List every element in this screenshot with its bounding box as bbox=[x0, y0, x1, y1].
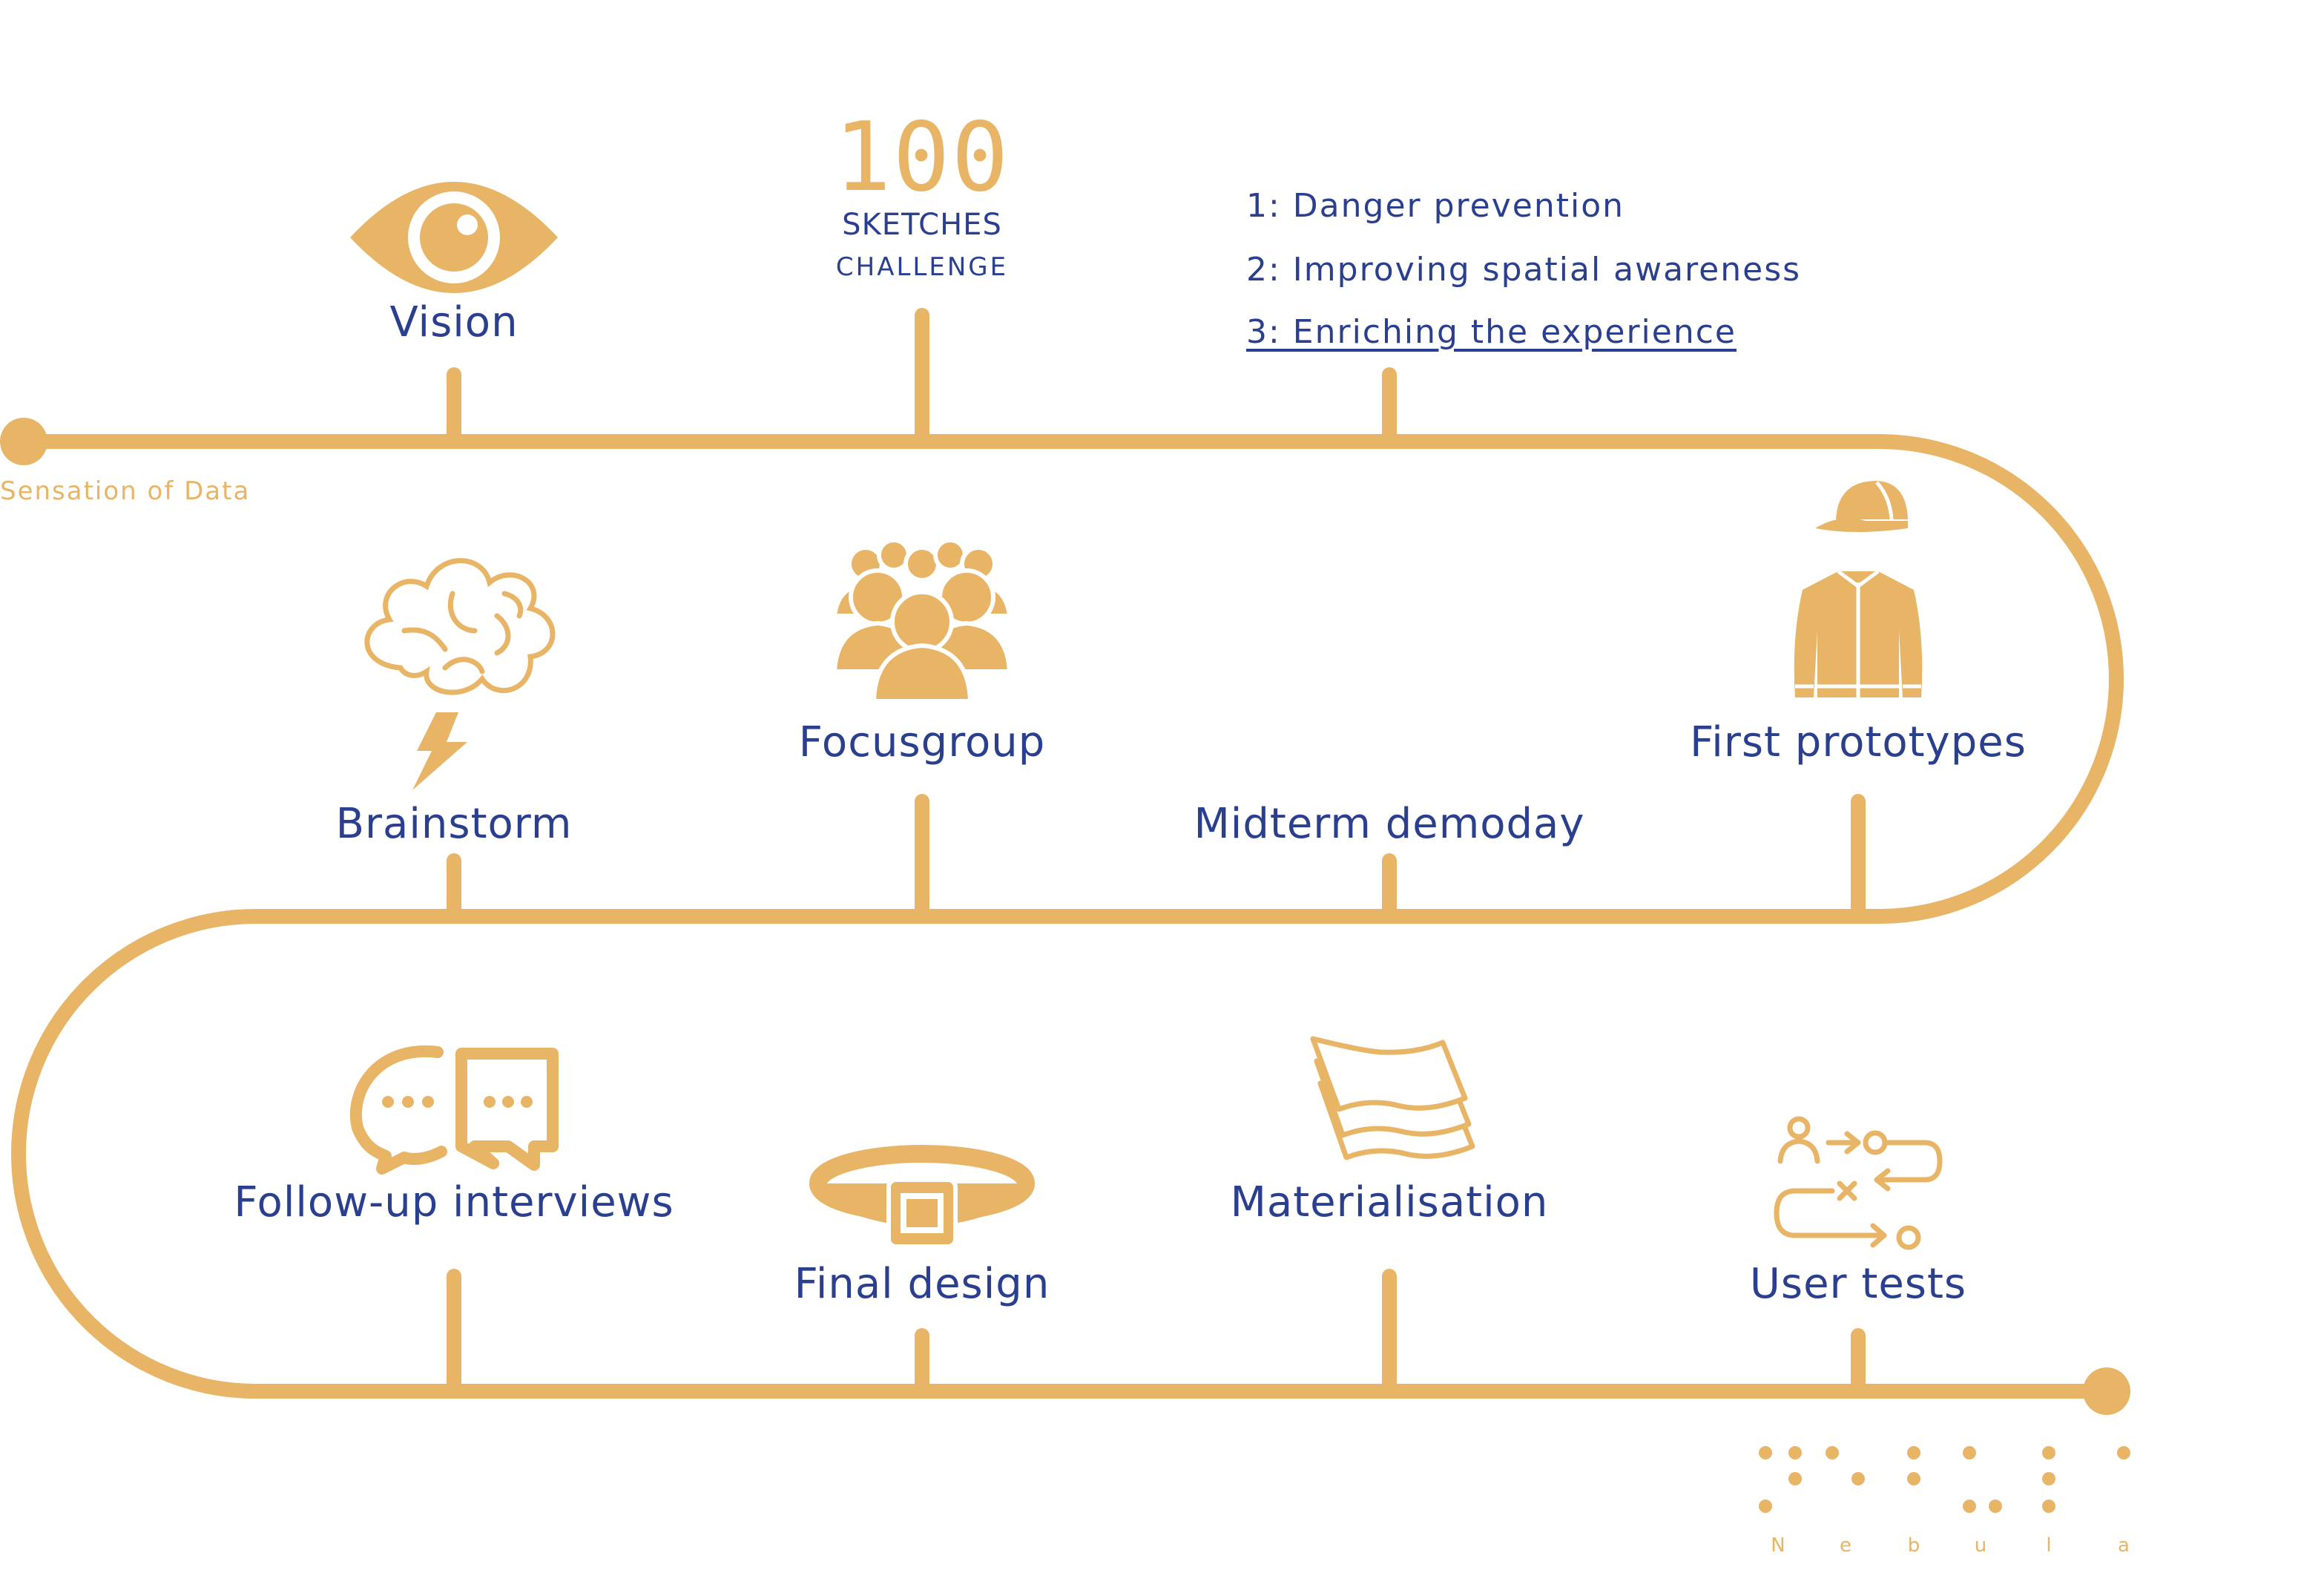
logo-dot bbox=[1963, 1500, 1976, 1513]
logo-dot bbox=[1788, 1446, 1802, 1459]
timeline-path bbox=[11, 434, 2124, 1399]
logo-dot bbox=[2042, 1500, 2055, 1513]
sketches-line1: SKETCHES bbox=[842, 208, 1002, 242]
logo-letter: u bbox=[1974, 1534, 1987, 1557]
logo-dot bbox=[1788, 1472, 1802, 1485]
belt-icon bbox=[809, 1145, 1035, 1249]
chat-bubbles-icon bbox=[349, 1045, 559, 1175]
sketches-number: 100 bbox=[834, 102, 1010, 213]
jacket-cap-icon bbox=[1794, 481, 1923, 697]
label-brainstorm: Brainstorm bbox=[335, 800, 573, 848]
timeline-end-dot bbox=[2083, 1367, 2130, 1415]
logo-letter: e bbox=[1840, 1534, 1851, 1557]
logo-dot bbox=[1851, 1472, 1865, 1485]
lightning-icon bbox=[412, 712, 467, 790]
logo-dot bbox=[2042, 1446, 2055, 1459]
label-midterm-demoday: Midterm demoday bbox=[1194, 800, 1585, 848]
vision-point-3[interactable]: 3: Enriching the experience bbox=[1246, 313, 1737, 351]
vision-point-1: 1: Danger prevention bbox=[1246, 187, 1625, 225]
timeline-start-dot bbox=[0, 418, 47, 465]
logo-letter: N bbox=[1771, 1534, 1785, 1557]
logo-dot bbox=[2117, 1446, 2130, 1459]
nebula-logo-dots bbox=[1759, 1446, 2130, 1513]
label-first-prototypes: First prototypes bbox=[1690, 718, 2027, 766]
logo-dot bbox=[1963, 1446, 1976, 1459]
logo-letter: a bbox=[2118, 1534, 2130, 1557]
logo-letter: l bbox=[2046, 1534, 2052, 1557]
vision-point-2: 2: Improving spatial awareness bbox=[1246, 251, 1802, 289]
logo-dot bbox=[2042, 1472, 2055, 1485]
logo-dot bbox=[1826, 1446, 1839, 1459]
label-user-tests: User tests bbox=[1749, 1260, 1967, 1308]
group-icon bbox=[832, 538, 1013, 703]
label-final-design: Final design bbox=[794, 1260, 1050, 1308]
logo-letter: b bbox=[1907, 1534, 1920, 1557]
start-label: Sensation of Data bbox=[0, 476, 251, 506]
logo-dot bbox=[1759, 1446, 1772, 1459]
label-follow-up-interviews: Follow-up interviews bbox=[234, 1178, 674, 1226]
logo-dot bbox=[1989, 1500, 2002, 1513]
sketches-line2: CHALLENGE bbox=[835, 252, 1009, 282]
label-focusgroup: Focusgroup bbox=[798, 718, 1046, 766]
logo-dot bbox=[1907, 1446, 1920, 1459]
fabric-layers-icon bbox=[1310, 1036, 1475, 1160]
brain-icon bbox=[364, 558, 556, 695]
label-materialisation: Materialisation bbox=[1230, 1178, 1549, 1226]
label-vision: Vision bbox=[389, 298, 519, 347]
eye-icon bbox=[350, 182, 558, 293]
logo-dot bbox=[1907, 1472, 1920, 1485]
logo-dot bbox=[1759, 1500, 1772, 1513]
user-flow-icon bbox=[1774, 1116, 1943, 1250]
